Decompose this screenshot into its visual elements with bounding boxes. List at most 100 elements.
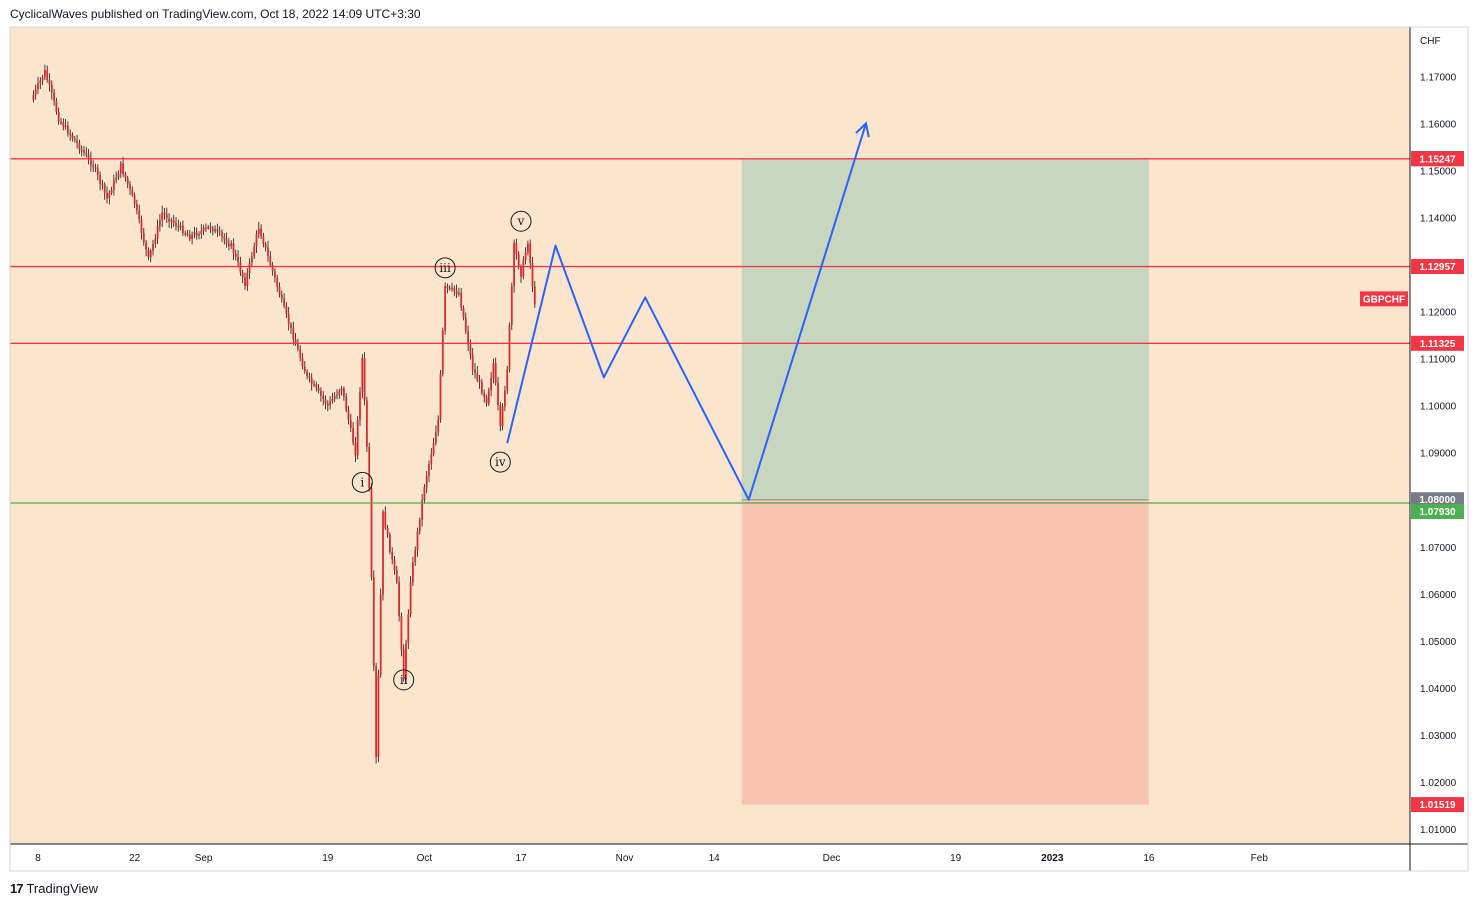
level-tag-label: 1.15247 — [1419, 154, 1456, 165]
candle-body — [108, 192, 111, 199]
candle-body — [269, 255, 272, 265]
time-tick-label: 19 — [950, 853, 962, 864]
candle-body — [154, 238, 157, 244]
stop-tag-bg — [1411, 797, 1464, 813]
candle-body — [83, 150, 85, 153]
candle-body — [223, 236, 226, 240]
candle-body — [165, 214, 168, 219]
candle-body — [481, 382, 483, 393]
candle-body — [471, 354, 474, 370]
wave-label-i: i — [360, 475, 364, 489]
price-tags: 1.152551.152471.129571.113251.080001.079… — [1360, 150, 1464, 813]
candle-body — [485, 397, 488, 404]
candle-body — [524, 252, 527, 261]
candle-body — [101, 183, 104, 186]
candle-body — [366, 400, 368, 447]
candle-body — [382, 511, 384, 595]
candle-body — [501, 406, 504, 427]
candle-body — [531, 263, 534, 287]
candle-body — [352, 427, 354, 443]
candle-body — [257, 228, 260, 235]
candle-body — [292, 327, 295, 340]
price-tick-label: 1.16000 — [1420, 119, 1457, 130]
candle-body — [400, 616, 403, 650]
candle-body — [191, 234, 193, 240]
candle-body — [260, 228, 262, 237]
wave-label-circle — [351, 471, 373, 493]
candle-body — [414, 550, 417, 563]
candle-body — [115, 177, 118, 181]
candle-body — [244, 277, 246, 287]
candle-body — [278, 286, 281, 295]
wave-label-iv: iv — [495, 455, 506, 469]
candle-body — [126, 178, 129, 185]
candle-body — [425, 475, 428, 488]
candle-body — [393, 559, 396, 571]
candle-body — [405, 643, 407, 680]
tradingview-branding[interactable]: 17 TradingView — [10, 881, 98, 896]
projection-line — [506, 123, 867, 501]
candle-body — [533, 286, 536, 305]
candle-body — [375, 666, 377, 757]
candle-body — [228, 243, 230, 247]
candle-body — [133, 194, 136, 205]
candle-body — [117, 173, 120, 178]
time-tick-label: Sep — [195, 853, 213, 864]
candle-body — [67, 125, 69, 134]
candle-body — [451, 287, 453, 290]
candle-body — [386, 527, 389, 535]
time-tick-label: 17 — [515, 853, 527, 864]
candle-body — [333, 396, 336, 400]
tradingview-logo-icon: 17 — [10, 881, 24, 896]
symbol-tag-label: GBPCHF — [1363, 294, 1405, 305]
candle-body — [225, 239, 228, 244]
candle-body — [343, 388, 345, 397]
publish-info: CyclicalWaves published on TradingView.c… — [10, 7, 421, 21]
candle-body — [435, 432, 437, 443]
price-tick-label: 1.06000 — [1420, 590, 1457, 601]
projection-path — [506, 121, 870, 501]
candle-body — [188, 234, 191, 240]
candle-body — [53, 92, 55, 102]
candle-body — [476, 372, 479, 381]
price-tick-label: 1.07000 — [1420, 543, 1457, 554]
candle-body — [136, 204, 138, 211]
candle-body — [46, 70, 49, 80]
candle-body — [391, 552, 394, 560]
candle-body — [142, 233, 145, 243]
level-tag-label: 1.11325 — [1420, 339, 1456, 350]
candle-body — [513, 242, 515, 286]
candle-body — [492, 363, 495, 378]
candle-body — [455, 291, 458, 295]
time-axis[interactable]: 8 22 Sep 19 Oct 17 Nov 14 Dec 19 2023 16 Feb — [35, 853, 1268, 864]
price-tick-label: 1.05000 — [1420, 637, 1457, 648]
candle-body — [232, 243, 235, 254]
candle-body — [182, 225, 184, 234]
candle-body — [262, 236, 265, 245]
price-axis[interactable]: 1.170001.160001.150001.140001.130001.120… — [1420, 72, 1457, 836]
candle-body — [368, 446, 371, 488]
candle-body — [398, 581, 400, 617]
candle-body — [214, 229, 216, 232]
candle-body — [87, 154, 90, 159]
candle-body — [301, 357, 304, 367]
candle-body — [90, 158, 92, 166]
candle-body — [462, 307, 465, 318]
price-tick-label: 1.12000 — [1420, 308, 1457, 319]
candle-body — [340, 388, 343, 392]
candle-body — [41, 77, 44, 81]
candle-body — [446, 286, 449, 288]
wave-label-circle — [510, 210, 532, 232]
wave-label-circle — [393, 669, 415, 691]
candle-body — [428, 464, 430, 476]
candle-body — [131, 189, 134, 195]
candle-body — [168, 218, 170, 222]
candle-body — [448, 287, 451, 290]
candle-body — [483, 392, 486, 398]
candle-body — [195, 232, 198, 236]
candle-body — [439, 373, 442, 420]
candle-body — [370, 487, 373, 578]
candle-body — [32, 95, 35, 100]
